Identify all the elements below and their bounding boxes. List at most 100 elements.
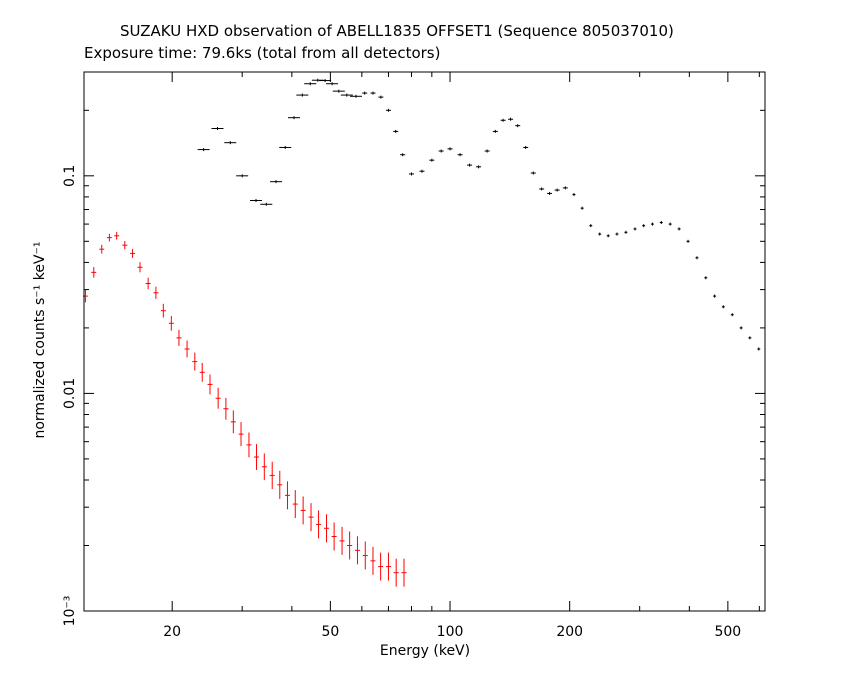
- data-point: [153, 286, 159, 299]
- data-point: [332, 89, 345, 93]
- y-tick-label: 10⁻³: [62, 596, 78, 627]
- data-point: [230, 410, 236, 434]
- chart-title: SUZAKU HXD observation of ABELL1835 OFFS…: [120, 22, 674, 40]
- x-tick-label: 200: [556, 624, 583, 640]
- data-point: [349, 94, 362, 98]
- data-point: [615, 232, 619, 236]
- data-point: [492, 129, 498, 133]
- data-point: [572, 193, 576, 197]
- data-point: [554, 188, 560, 192]
- data-point: [261, 453, 267, 481]
- data-point: [642, 224, 646, 228]
- data-point: [279, 145, 292, 149]
- data-point: [508, 117, 514, 121]
- data-point: [385, 108, 391, 112]
- data-point: [624, 230, 628, 234]
- data-point: [236, 174, 249, 178]
- data-point: [401, 558, 407, 587]
- data-point: [589, 224, 593, 228]
- data-point: [400, 153, 406, 157]
- data-point: [606, 234, 610, 238]
- data-point: [668, 222, 672, 226]
- data-point: [319, 79, 332, 83]
- data-series: [82, 78, 761, 587]
- data-point: [748, 336, 752, 340]
- data-point: [238, 422, 244, 447]
- data-point: [145, 277, 151, 290]
- data-point: [659, 221, 663, 225]
- data-point: [704, 276, 708, 280]
- data-point: [207, 374, 213, 395]
- data-point: [562, 186, 568, 190]
- data-point: [362, 91, 368, 95]
- tick-labels: 20 50 100 200 500 10⁻³ 0.01 0.1: [62, 165, 741, 640]
- data-point: [393, 129, 399, 133]
- x-tick-label: 100: [437, 624, 464, 640]
- series-1: [197, 78, 761, 351]
- data-point: [254, 444, 260, 470]
- data-point: [515, 124, 521, 128]
- x-tick-label: 500: [714, 624, 741, 640]
- data-point: [721, 305, 725, 309]
- data-point: [580, 206, 584, 210]
- data-point: [122, 241, 128, 250]
- data-point: [385, 552, 391, 581]
- data-point: [130, 248, 136, 258]
- data-point: [106, 233, 112, 242]
- data-point: [215, 387, 221, 409]
- data-point: [284, 481, 290, 510]
- data-point: [447, 147, 453, 151]
- data-point: [677, 227, 681, 231]
- data-point: [192, 352, 198, 371]
- data-point: [91, 267, 97, 278]
- data-point: [184, 340, 190, 358]
- data-point: [260, 202, 273, 206]
- y-tick-label: 0.01: [62, 378, 78, 409]
- data-point: [409, 172, 415, 176]
- data-point: [296, 93, 309, 97]
- data-point: [347, 531, 353, 560]
- data-point: [339, 526, 345, 555]
- data-point: [378, 552, 384, 581]
- data-point: [598, 232, 602, 236]
- data-point: [176, 329, 182, 346]
- data-point: [308, 503, 314, 532]
- plot-frame: [83, 71, 766, 612]
- data-point: [362, 541, 368, 570]
- data-point: [246, 432, 252, 458]
- data-point: [730, 313, 734, 317]
- data-point: [340, 93, 353, 97]
- data-point: [304, 82, 317, 86]
- data-point: [287, 116, 300, 120]
- data-point: [99, 244, 105, 254]
- data-point: [686, 239, 690, 243]
- data-point: [211, 126, 224, 130]
- data-point: [438, 149, 444, 153]
- y-axis-label: normalized counts s⁻¹ keV⁻¹: [32, 241, 48, 438]
- data-point: [457, 153, 463, 157]
- y-tick-label: 0.1: [62, 165, 78, 187]
- data-point: [137, 262, 143, 273]
- data-point: [300, 496, 306, 525]
- data-point: [370, 546, 376, 575]
- data-point: [419, 169, 425, 173]
- series-0: [82, 232, 407, 587]
- data-point: [199, 362, 205, 382]
- data-point: [633, 227, 637, 231]
- data-point: [757, 347, 761, 351]
- data-point: [249, 199, 262, 203]
- data-point: [292, 490, 298, 519]
- data-point: [500, 118, 506, 122]
- data-point: [539, 187, 545, 191]
- data-point: [197, 148, 210, 152]
- chart-subtitle: Exposure time: 79.6ks (total from all de…: [84, 44, 441, 62]
- x-axis-label: Energy (keV): [380, 643, 470, 659]
- data-point: [160, 303, 166, 318]
- data-point: [467, 163, 473, 167]
- data-point: [393, 558, 399, 587]
- data-point: [378, 95, 384, 99]
- data-point: [695, 256, 699, 260]
- data-point: [114, 232, 120, 240]
- data-point: [316, 510, 322, 539]
